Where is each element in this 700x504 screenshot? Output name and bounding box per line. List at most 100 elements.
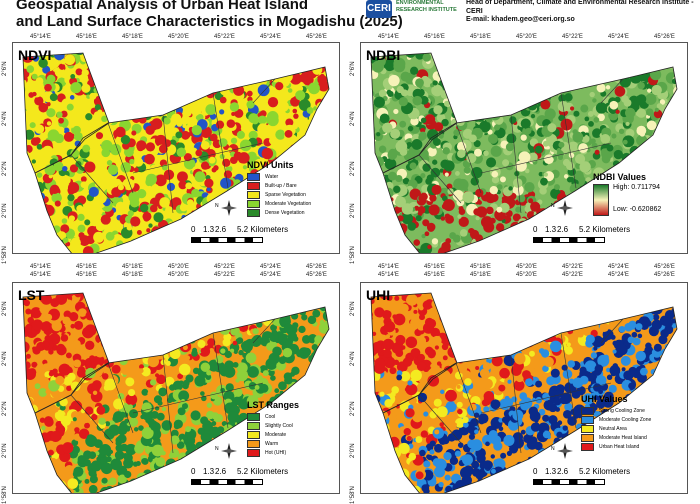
longitude-label: 45°24'E xyxy=(608,272,629,278)
ceri-logo: CERI ENVIRONMENTAL RESEARCH INSTITUTE xyxy=(366,0,462,22)
legend-swatch xyxy=(247,431,260,439)
logo-mark: CERI xyxy=(366,0,392,18)
legend-swatch xyxy=(247,413,260,421)
scale-tick-label: 2.6 xyxy=(557,467,568,476)
legend-label: Moderate Cooling Zone xyxy=(599,416,651,424)
north-arrow-icon: N xyxy=(221,200,237,216)
scale-bar-graphic xyxy=(533,237,605,243)
latitude-label: 1°58'N xyxy=(2,246,8,264)
ndvi-map xyxy=(13,43,339,253)
lst-map xyxy=(13,283,339,493)
longitude-label: 45°16'E xyxy=(424,272,445,278)
latitude-label: 2°2'N xyxy=(2,161,8,176)
ndbi-gradient xyxy=(593,184,609,216)
scale-tick-label: 0 xyxy=(533,467,537,476)
legend-swatch xyxy=(581,434,594,442)
longitude-label: 45°22'E xyxy=(214,34,235,40)
north-arrow-icon: N xyxy=(557,200,573,216)
scale-tick-label: 5.2 Kilometers xyxy=(237,467,288,476)
ndvi-title: NDVI xyxy=(18,47,51,63)
longitude-label: 45°24'E xyxy=(260,34,281,40)
legend-label: Strong Cooling Zone xyxy=(599,407,645,415)
latitude-label: 2°6'N xyxy=(350,61,356,76)
legend-label: Urban Heat Island xyxy=(599,443,639,451)
longitude-label: 45°18'E xyxy=(470,264,491,270)
legend-item: Moderate xyxy=(247,430,299,439)
longitude-label: 45°22'E xyxy=(562,264,583,270)
legend-item: Urban Heat Island xyxy=(581,442,651,451)
longitude-label: 45°18'E xyxy=(470,34,491,40)
scale-tick-label: 1.3 xyxy=(203,225,214,234)
lst-title: LST xyxy=(18,287,44,303)
logo-text: ENVIRONMENTAL RESEARCH INSTITUTE xyxy=(396,0,460,14)
legend-swatch xyxy=(247,200,260,208)
scale-bar-graphic xyxy=(191,479,263,485)
longitude-label: 45°20'E xyxy=(516,34,537,40)
longitude-label: 45°26'E xyxy=(654,264,675,270)
latitude-label: 2°6'N xyxy=(2,61,8,76)
longitude-label: 45°24'E xyxy=(260,272,281,278)
longitude-label: 45°26'E xyxy=(654,34,675,40)
longitude-label: 45°16'E xyxy=(424,34,445,40)
legend-label: Water xyxy=(265,173,278,181)
longitude-label: 45°18'E xyxy=(122,34,143,40)
legend-item: Moderate Vegetation xyxy=(247,199,311,208)
uhi-legend-title: UHI Values xyxy=(581,395,651,403)
longitude-label: 45°26'E xyxy=(654,272,675,278)
longitude-label: 45°24'E xyxy=(608,264,629,270)
page-title: Geospatial Analysis of Urban Heat Island… xyxy=(16,0,403,30)
legend-swatch xyxy=(247,440,260,448)
ndbi-legend: NDBI Values High: 0.711794 Low: -0.62086… xyxy=(593,173,661,216)
longitude-label: 45°22'E xyxy=(562,272,583,278)
longitude-label: 45°18'E xyxy=(122,264,143,270)
longitude-label: 45°18'E xyxy=(122,272,143,278)
latitude-label: 2°6'N xyxy=(2,301,8,316)
legend-label: Dense Vegetation xyxy=(265,209,304,217)
north-arrow-icon: N xyxy=(221,443,237,459)
legend-item: Built-up / Bare xyxy=(247,181,311,190)
legend-item: Slightly Cool xyxy=(247,421,299,430)
author-info: Head of Department, Climate and Environm… xyxy=(466,0,700,25)
latitude-label: 2°6'N xyxy=(350,301,356,316)
longitude-label: 45°26'E xyxy=(306,264,327,270)
longitude-label: 45°20'E xyxy=(168,264,189,270)
longitude-label: 45°14'E xyxy=(378,264,399,270)
legend-label: Slightly Cool xyxy=(265,422,293,430)
latitude-label: 1°58'N xyxy=(350,246,356,264)
author-role: Head of Department, Climate and Environm… xyxy=(466,0,700,16)
scale-tick-label: 0 xyxy=(533,225,537,234)
title-line-1: Geospatial Analysis of Urban Heat Island xyxy=(16,0,403,13)
author-email: E-mail: khadem.geo@ceri.org.so xyxy=(466,16,700,25)
scale-tick-label: 5.2 Kilometers xyxy=(237,225,288,234)
scale-tick-label: 0 xyxy=(191,467,195,476)
legend-item: Water xyxy=(247,172,311,181)
scale-tick-label: 2.6 xyxy=(215,467,226,476)
legend-item: Cool xyxy=(247,412,299,421)
latitude-label: 2°4'N xyxy=(2,351,8,366)
scale-tick-label: 2.6 xyxy=(557,225,568,234)
latitude-label: 2°4'N xyxy=(350,351,356,366)
latitude-label: 2°0'N xyxy=(350,203,356,218)
ndbi-title: NDBI xyxy=(366,47,400,63)
longitude-label: 45°24'E xyxy=(260,264,281,270)
longitude-label: 45°22'E xyxy=(562,34,583,40)
latitude-label: 1°58'N xyxy=(350,486,356,504)
legend-item: Dense Vegetation xyxy=(247,208,311,217)
ndbi-low-label: Low: -0.620862 xyxy=(613,206,661,214)
scale-tick-label: 0 xyxy=(191,225,195,234)
scale-tick-label: 1.3 xyxy=(545,467,556,476)
legend-label: Moderate Heat Island xyxy=(599,434,647,442)
longitude-label: 45°24'E xyxy=(608,34,629,40)
ndbi-map xyxy=(361,43,687,253)
latitude-label: 2°2'N xyxy=(350,401,356,416)
legend-swatch xyxy=(247,173,260,181)
longitude-label: 45°14'E xyxy=(378,34,399,40)
title-line-2: and Land Surface Characteristics in Moga… xyxy=(16,13,403,30)
latitude-label: 2°0'N xyxy=(2,203,8,218)
longitude-label: 45°26'E xyxy=(306,272,327,278)
scale-bar-graphic xyxy=(533,479,605,485)
longitude-label: 45°14'E xyxy=(30,34,51,40)
